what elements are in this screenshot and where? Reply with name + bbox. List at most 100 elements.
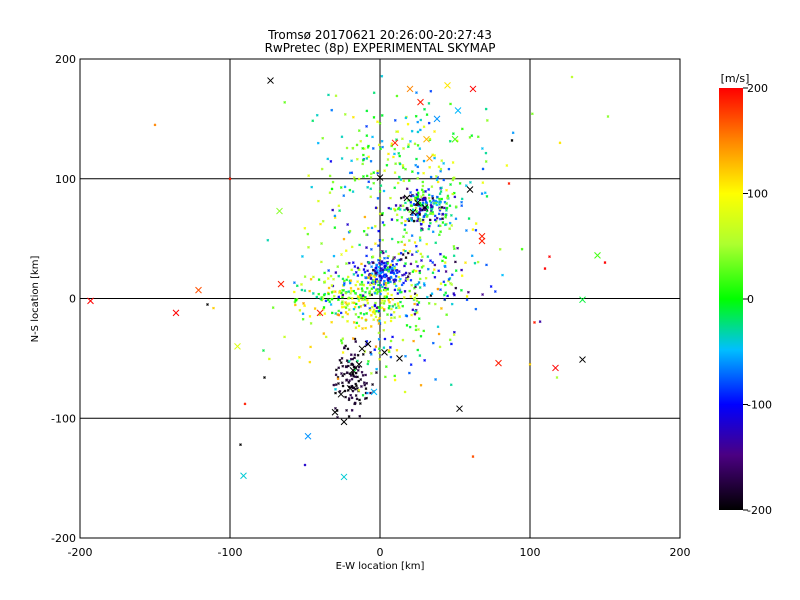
data-point: [409, 363, 413, 366]
data-point: [383, 268, 387, 272]
data-point: [363, 215, 367, 219]
data-point: [427, 102, 431, 105]
data-point: [450, 302, 454, 306]
data-point: [421, 180, 425, 184]
data-point: [437, 165, 441, 169]
data-point: [435, 216, 439, 220]
data-point: [393, 303, 397, 306]
data-point: [323, 280, 327, 284]
data-point: [467, 217, 471, 220]
data-point: [356, 280, 359, 284]
data-point: [386, 313, 389, 316]
data-point: [326, 157, 330, 161]
data-point: [430, 205, 433, 209]
data-cross-marker: [267, 77, 274, 84]
data-point: [368, 308, 372, 312]
data-point: [467, 290, 470, 294]
data-point: [432, 199, 435, 202]
data-point: [336, 377, 340, 381]
data-point: [416, 130, 420, 134]
data-point: [416, 215, 420, 219]
data-point: [433, 302, 437, 306]
data-point: [386, 261, 390, 265]
data-point: [369, 371, 373, 375]
data-point: [368, 293, 372, 297]
data-point: [352, 307, 356, 311]
data-point: [294, 299, 298, 302]
data-point: [367, 155, 371, 159]
data-point: [474, 228, 478, 232]
data-point: [356, 368, 360, 372]
data-point: [341, 277, 345, 281]
data-point: [360, 283, 364, 286]
data-point: [407, 179, 411, 182]
data-point: [383, 321, 387, 324]
data-point: [384, 365, 388, 368]
data-point: [341, 384, 345, 388]
data-point: [417, 281, 421, 284]
data-point: [380, 306, 384, 310]
data-point: [414, 309, 417, 313]
data-point: [347, 415, 351, 418]
data-cross-marker: [364, 340, 372, 348]
data-point: [373, 304, 377, 308]
data-point: [378, 238, 382, 242]
data-point: [454, 205, 458, 209]
chart-title: Tromsø 20170621 20:26:00-20:27:43: [267, 28, 492, 42]
data-point: [393, 266, 397, 270]
data-point: [386, 287, 390, 291]
data-point: [408, 325, 412, 329]
data-point: [431, 261, 435, 264]
data-point: [374, 271, 378, 275]
data-point: [528, 362, 532, 366]
data-point: [349, 353, 353, 357]
data-cross-marker: [478, 237, 486, 245]
data-cross-marker: [579, 296, 586, 304]
y-tick-label: 200: [55, 53, 76, 66]
data-cross-marker: [433, 115, 441, 123]
data-point: [359, 378, 363, 381]
data-point: [309, 322, 313, 325]
data-point: [435, 178, 439, 182]
data-point: [381, 211, 385, 215]
data-point: [418, 147, 422, 150]
data-point: [454, 269, 458, 273]
data-point: [440, 205, 444, 209]
data-point: [377, 258, 380, 262]
data-point: [410, 234, 414, 237]
data-point: [386, 158, 390, 161]
data-point: [351, 337, 355, 340]
x-axis-ticks: -200 -100 0 100 200: [68, 546, 691, 559]
data-point: [434, 199, 438, 203]
data-point: [353, 353, 357, 357]
data-point: [390, 270, 394, 274]
data-point: [404, 256, 408, 260]
data-point: [374, 301, 377, 305]
data-point: [436, 325, 440, 329]
data-point: [320, 167, 324, 171]
data-point: [403, 228, 407, 232]
data-point: [351, 371, 355, 375]
data-point: [366, 281, 370, 285]
data-point: [437, 332, 441, 336]
data-point: [334, 387, 337, 391]
data-point: [390, 142, 394, 146]
data-point: [433, 156, 436, 160]
data-cross-marker: [417, 98, 424, 106]
data-point: [344, 306, 348, 310]
data-cross-marker: [316, 309, 324, 317]
data-point: [357, 315, 360, 319]
data-point: [347, 359, 351, 363]
data-point: [407, 217, 411, 221]
data-point: [371, 255, 375, 259]
data-cross-marker: [409, 208, 417, 216]
data-point: [395, 213, 399, 217]
data-point: [485, 263, 488, 267]
colorbar-tick-label: 200: [747, 82, 768, 95]
data-point: [345, 371, 349, 375]
data-point: [427, 188, 431, 191]
data-point: [330, 290, 334, 294]
data-point: [431, 196, 435, 200]
data-point: [413, 241, 417, 244]
data-point: [433, 214, 437, 218]
